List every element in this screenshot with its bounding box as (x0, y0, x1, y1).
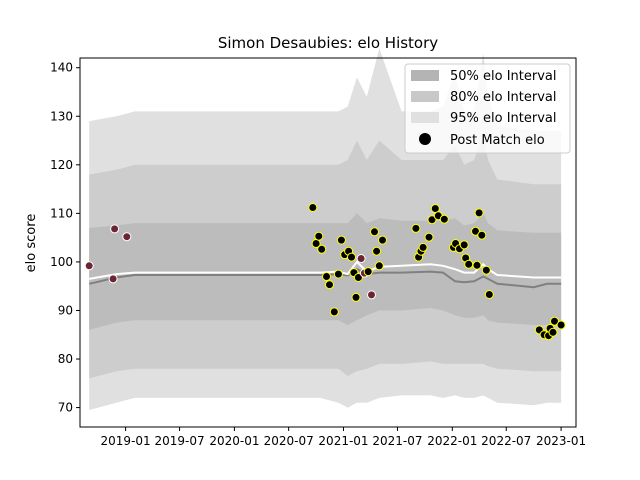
data-point (556, 320, 566, 330)
y-tick-label: 110 (50, 206, 73, 220)
y-tick-label: 130 (50, 109, 73, 123)
legend-marker-post-match (419, 133, 431, 145)
data-point (329, 307, 339, 317)
data-point (411, 223, 421, 233)
data-point (374, 261, 384, 271)
y-tick-label: 100 (50, 255, 73, 269)
data-point (418, 242, 428, 252)
y-tick-label: 140 (50, 61, 73, 75)
chart-title: Simon Desaubies: elo History (218, 34, 438, 52)
data-point (439, 214, 449, 224)
y-axis: 70 80 90 100 110 120 130 140 (50, 61, 80, 415)
data-point (351, 292, 361, 302)
data-point (347, 252, 356, 262)
legend-swatch-95 (411, 112, 439, 123)
legend-label-50: 50% elo Interval (450, 69, 557, 84)
post-match-points (84, 203, 566, 341)
data-point (367, 290, 376, 300)
x-tick-label: 2021-01 (318, 434, 368, 448)
data-point (314, 231, 324, 241)
data-point (430, 204, 440, 213)
x-tick-label: 2021-07 (372, 434, 422, 448)
x-tick-label: 2019-01 (101, 434, 151, 448)
legend: 50% elo Interval 80% elo Interval 95% el… (404, 63, 571, 154)
x-tick-label: 2020-01 (209, 434, 259, 448)
y-tick-label: 90 (58, 303, 73, 317)
data-point (481, 265, 491, 275)
y-tick-label: 70 (58, 401, 73, 415)
x-tick-label: 2022-01 (427, 434, 477, 448)
data-point (424, 232, 434, 242)
data-point (471, 226, 480, 236)
data-point (122, 232, 132, 242)
x-tick-label: 2023-01 (536, 434, 586, 448)
data-point (353, 273, 363, 282)
legend-label-80: 80% elo Interval (450, 90, 557, 105)
data-point (336, 235, 346, 245)
x-axis: 2019-01 2019-07 2020-01 2020-07 2021-01 2021-… (101, 427, 586, 448)
data-point (308, 203, 318, 212)
y-tick-label: 120 (50, 158, 73, 172)
data-point (370, 227, 379, 237)
legend-label-post-match: Post Match elo (450, 133, 545, 148)
y-tick-label: 80 (58, 352, 73, 366)
data-point (459, 240, 469, 250)
y-axis-label: elo score (24, 214, 39, 273)
data-point (110, 224, 120, 234)
data-point (378, 235, 387, 245)
legend-box (404, 63, 571, 154)
data-point (427, 215, 437, 225)
legend-swatch-80 (411, 91, 439, 102)
data-point (333, 269, 343, 279)
data-point (356, 254, 366, 263)
data-point (548, 327, 558, 337)
data-point (550, 316, 559, 326)
x-tick-label: 2020-07 (264, 434, 314, 448)
data-point (108, 274, 118, 284)
legend-label-95: 95% elo Interval (450, 111, 557, 126)
data-point (84, 261, 94, 271)
data-point (484, 290, 494, 299)
data-point (372, 246, 382, 256)
data-point (464, 259, 474, 269)
legend-swatch-50 (411, 70, 439, 81)
data-point (472, 260, 482, 270)
data-point (363, 267, 373, 277)
data-point (477, 230, 487, 240)
x-tick-label: 2022-07 (481, 434, 531, 448)
plot-frame (79, 57, 577, 428)
data-point (317, 244, 327, 254)
data-point (474, 208, 484, 218)
data-point (322, 272, 331, 281)
data-point (325, 280, 334, 290)
x-tick-label: 2019-07 (154, 434, 204, 448)
